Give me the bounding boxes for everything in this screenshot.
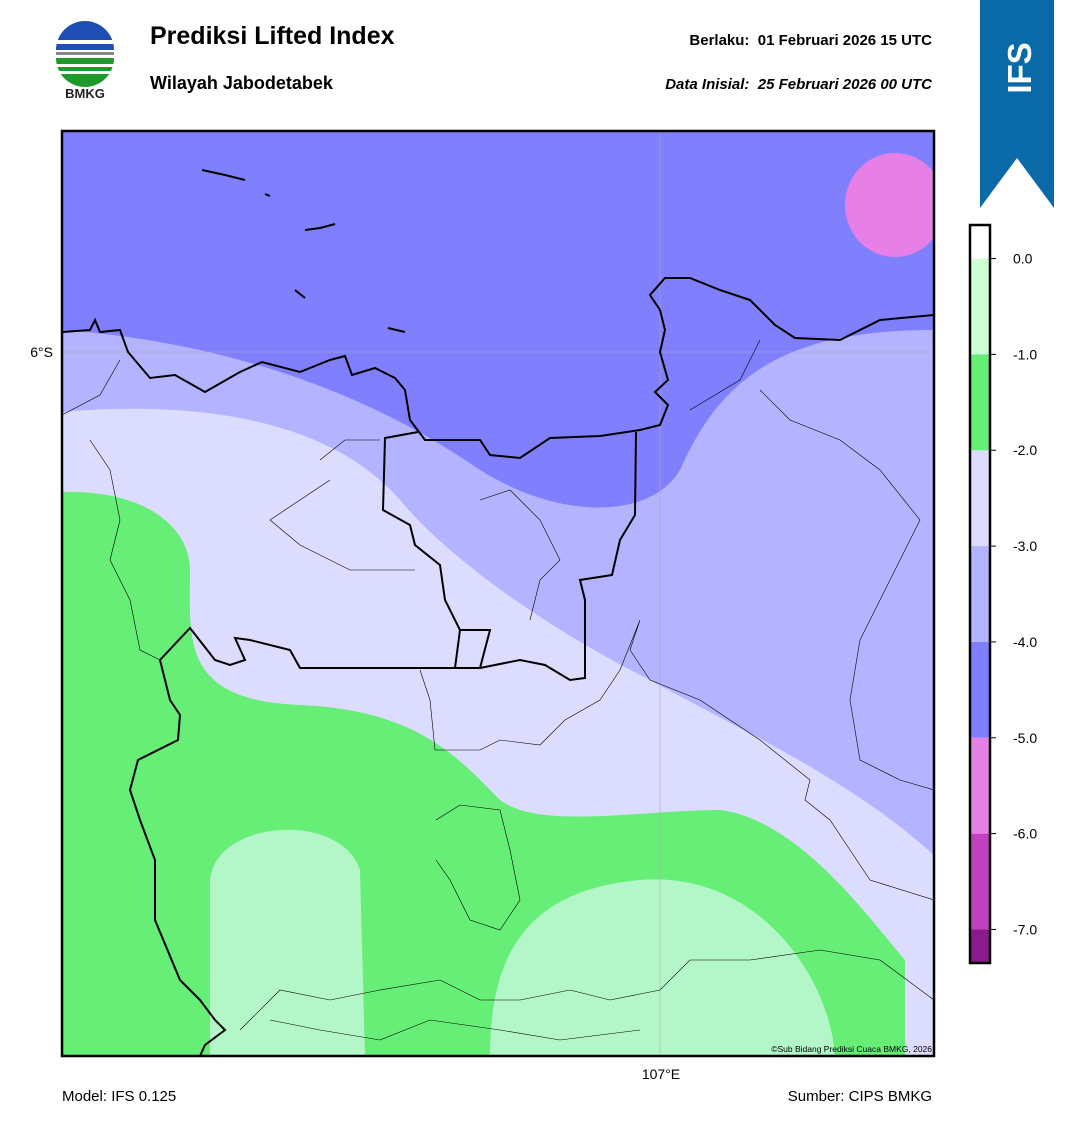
colorbar-band xyxy=(970,354,990,451)
lat-label: 6°S xyxy=(30,344,53,360)
colorbar-frame xyxy=(968,223,992,965)
map xyxy=(62,131,934,1056)
colorbar: -7.0 -6.0 -5.0 -4.0 -3.0 -2.0 -1.0 0.0 xyxy=(968,223,1037,965)
colorbar-tick-label: -7.0 xyxy=(1013,921,1037,937)
colorbar-band xyxy=(970,450,990,547)
valid-time: Berlaku: 01 Februari 2026 15 UTC xyxy=(689,32,932,49)
lon-label: 107°E xyxy=(642,1066,680,1082)
map-frame xyxy=(60,129,936,1058)
colorbar-band xyxy=(970,641,990,738)
subtitle: Wilayah Jabodetabek xyxy=(150,73,334,93)
colorbar-band xyxy=(970,929,990,963)
init-time: Data Inisial: 25 Februari 2026 00 UTC xyxy=(665,76,933,93)
colorbar-tick-label: -6.0 xyxy=(1013,826,1037,842)
badge xyxy=(980,0,1054,208)
colorbar-band xyxy=(970,833,990,930)
colorbar-band xyxy=(970,225,990,259)
colorbar-tick-label: -4.0 xyxy=(1013,634,1037,650)
colorbar-tick-label: 0.0 xyxy=(1013,251,1033,267)
colorbar-tick-label: -2.0 xyxy=(1013,442,1037,458)
colorbar-band xyxy=(970,737,990,834)
colorbar-tick-label: -3.0 xyxy=(1013,538,1037,554)
credit: ©Sub Bidang Prediksi Cuaca BMKG, 2026 xyxy=(771,1044,932,1054)
colorbar-tick-label: -1.0 xyxy=(1013,346,1037,362)
colorbar-band xyxy=(970,546,990,642)
colorbar-band xyxy=(970,258,990,355)
source: Sumber: CIPS BMKG xyxy=(788,1088,932,1105)
badge-text: IFS xyxy=(1001,42,1038,93)
colorbar-tick-label: -5.0 xyxy=(1013,730,1037,746)
title: Prediksi Lifted Index xyxy=(150,22,395,50)
logo-text: BMKG xyxy=(65,86,105,101)
logo: BMKG xyxy=(56,21,114,101)
model: Model: IFS 0.125 xyxy=(62,1088,176,1105)
